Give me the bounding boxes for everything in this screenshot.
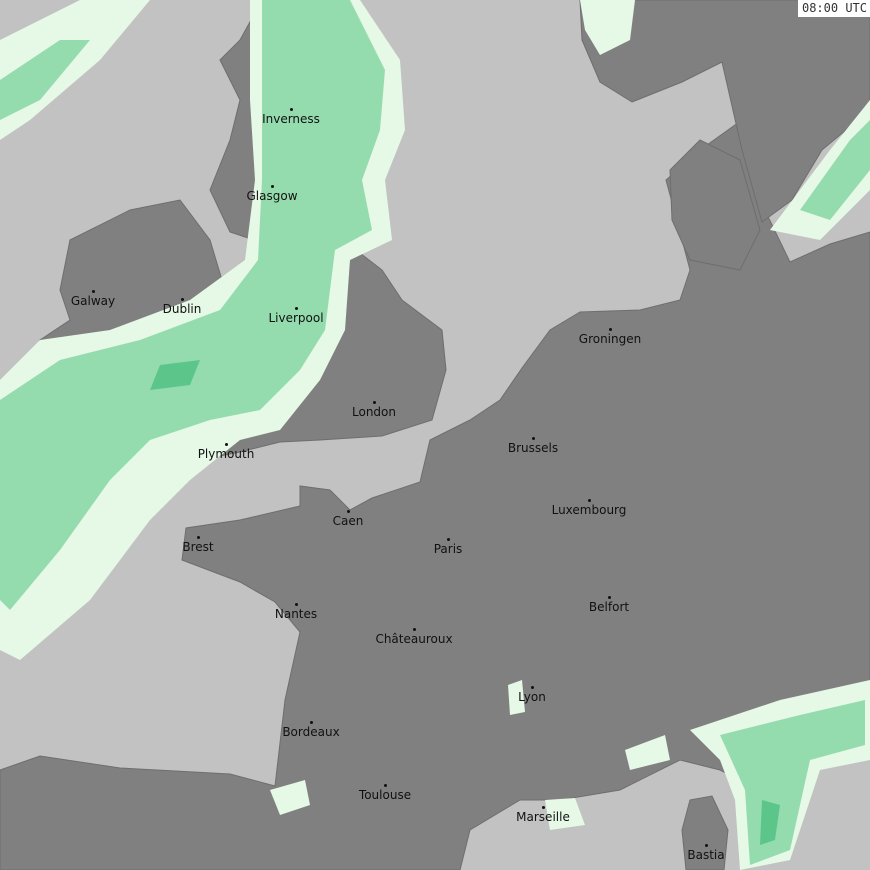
city-label: Bastia <box>687 848 725 862</box>
land-corsica <box>681 795 729 870</box>
land-scandinavia <box>579 0 870 223</box>
city-label: Galway <box>70 294 116 308</box>
city-label: Toulouse <box>358 788 412 802</box>
city-label: Lyon <box>518 690 546 704</box>
city-marker-icon <box>295 307 298 310</box>
city-marker-icon <box>447 538 450 541</box>
city-label: Brussels <box>507 441 559 455</box>
city-marker-icon <box>384 784 387 787</box>
city-marker-icon <box>310 721 313 724</box>
city-marker-icon <box>531 686 534 689</box>
city-marker-icon <box>290 108 293 111</box>
city-marker-icon <box>181 298 184 301</box>
city-label: Plymouth <box>197 447 255 461</box>
city-label: Glasgow <box>246 189 298 203</box>
city-label: Inverness <box>262 112 320 126</box>
city-label: London <box>352 405 396 419</box>
city-label: Brest <box>182 540 214 554</box>
city-marker-icon <box>609 328 612 331</box>
city-marker-icon <box>92 290 95 293</box>
city-marker-icon <box>225 443 228 446</box>
city-marker-icon <box>271 185 274 188</box>
city-marker-icon <box>608 596 611 599</box>
city-label: Belfort <box>588 600 630 614</box>
city-marker-icon <box>542 806 545 809</box>
city-label: Groningen <box>578 332 642 346</box>
city-marker-icon <box>295 603 298 606</box>
city-marker-icon <box>413 628 416 631</box>
city-marker-icon <box>347 510 350 513</box>
city-label: Liverpool <box>268 311 324 325</box>
timestamp-label: 08:00 UTC <box>797 0 870 17</box>
city-marker-icon <box>588 499 591 502</box>
city-marker-icon <box>705 844 708 847</box>
land-denmark <box>669 139 761 271</box>
city-label: Luxembourg <box>551 503 627 517</box>
city-label: Châteauroux <box>375 632 453 646</box>
city-label: Paris <box>433 542 463 556</box>
city-label: Marseille <box>516 810 570 824</box>
city-marker-icon <box>373 401 376 404</box>
city-marker-icon <box>532 437 535 440</box>
land-continent <box>0 119 870 870</box>
city-marker-icon <box>197 536 200 539</box>
city-label: Caen <box>332 514 364 528</box>
city-label: Nantes <box>274 607 318 621</box>
city-label: Bordeaux <box>282 725 340 739</box>
city-label: Dublin <box>162 302 202 316</box>
